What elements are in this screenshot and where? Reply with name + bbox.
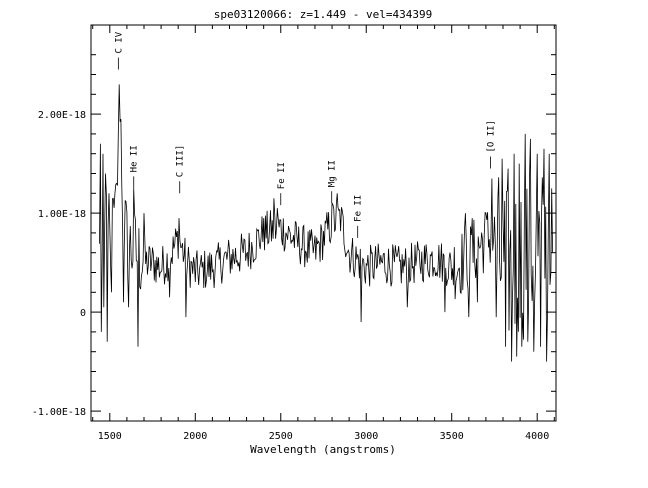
x-tick-label: 2500 [269, 431, 293, 442]
x-tick-label: 3500 [440, 431, 464, 442]
y-tick-label: 2.00E-18 [38, 110, 86, 121]
line-label: Fe II [277, 162, 287, 189]
line-labels: C IV He II C III] Fe II Mg II Fe II [O II] [114, 31, 497, 238]
y-tick-label: -1.00E-18 [32, 407, 86, 418]
y-axis-ticks: -1.00E-18 0 1.00E-18 2.00E-18 [32, 54, 556, 418]
plot-frame [90, 24, 557, 422]
x-tick-label: 1500 [98, 431, 122, 442]
line-label: He II [130, 145, 140, 172]
x-tick-label: 3000 [354, 431, 378, 442]
line-label: [O II] [487, 120, 497, 153]
line-label: C III] [176, 145, 186, 178]
y-tick-label: 0 [80, 308, 86, 319]
chart-title: spe03120066: z=1.449 - vel=434399 [214, 8, 433, 21]
y-tick-label: 1.00E-18 [38, 209, 86, 220]
x-tick-label: 2000 [183, 431, 207, 442]
x-axis-ticks: 1500 2000 2500 3000 3500 4000 [92, 25, 555, 442]
plot-area [99, 84, 553, 362]
x-tick-label: 4000 [525, 431, 549, 442]
x-axis-title: Wavelength (angstroms) [250, 443, 396, 456]
line-label: C IV [114, 31, 124, 53]
line-label: Mg II [328, 160, 338, 187]
line-label: Fe II [354, 195, 364, 222]
spectrum-line [99, 84, 553, 362]
